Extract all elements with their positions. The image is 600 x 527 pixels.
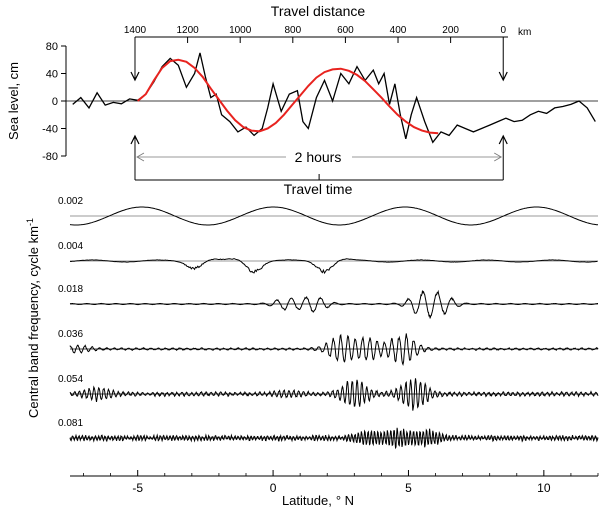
right-up-arrow [498,134,508,145]
y-tick-label: -40 [42,124,58,136]
x-axis-label-text: Latitude, [282,493,332,508]
sea-level-y-label: Sea level, cm [6,62,21,140]
x-tick-label: 5 [405,481,412,495]
duration-arrow-left [136,152,145,162]
band-label: 0.004 [58,241,83,252]
band-y-label-sup: -1 [25,218,35,226]
band-trace-group: 0.054 [58,374,599,411]
travel-time-caption: Travel time [284,181,353,197]
duration-arrow-right [494,152,503,162]
band-label: 0.054 [58,374,83,385]
sea-level-y-axis: 80 40 0 -40 -80 [42,41,67,163]
y-tick-label: -80 [42,151,58,163]
y-tick-label: 0 [52,96,58,108]
top-tick-label: 600 [337,25,354,36]
top-tick-label: 1000 [229,25,252,36]
top-tick-label: 1200 [176,25,199,36]
band-trace [69,289,598,319]
x-tick-label: 0 [270,481,277,495]
x-tick-label: -5 [132,481,143,495]
x-axis-label-unit: ° N [336,493,354,508]
top-tick-label: 800 [284,25,301,36]
top-tick-label: 400 [390,25,407,36]
band-trace-group: 0.002 [58,196,599,226]
left-up-arrow [130,134,140,145]
top-tick-label: 1400 [124,25,147,36]
band-trace [69,333,599,366]
left-down-arrow [130,71,140,82]
bottom-x-ticks: -5 0 5 10 [83,470,599,495]
x-axis-label: Latitude, ° N [282,493,354,508]
top-tick-label: 200 [442,25,459,36]
band-panel: Central band frequency, cycle km-1 0.002… [25,196,599,508]
x-tick-label: 10 [537,481,551,495]
band-y-label: Central band frequency, cycle km-1 [25,218,41,418]
band-trace-group: 0.081 [58,418,599,450]
right-down-arrow [498,71,508,82]
band-label: 0.002 [58,196,83,207]
top-axis-title: Travel distance [271,3,366,19]
y-tick-label: 80 [46,41,58,53]
band-trace-group: 0.018 [58,284,598,319]
band-traces: 0.002 0.004 0.018 0.036 0.054 0.081 [58,196,599,450]
band-label: 0.081 [58,418,83,429]
band-trace-group: 0.004 [58,241,598,275]
top-tick-label: 0 [500,25,506,36]
fitted-series [137,58,439,135]
y-tick-label: 40 [46,69,58,81]
band-y-label-text: Central band frequency, cycle km [26,226,41,418]
band-label: 0.018 [58,284,83,295]
band-trace [69,258,598,275]
travel-brackets [130,43,508,181]
band-trace [69,378,599,411]
band-label: 0.036 [58,329,83,340]
top-axis-unit: km [518,27,531,38]
band-trace-group: 0.036 [58,329,599,366]
band-trace [69,206,599,226]
sea-level-panel: Travel distance 1400 1200 1000 800 600 400 200… [6,3,598,197]
travel-time-label: 2 hours [295,149,342,165]
sea-level-series [72,52,596,144]
band-trace [69,427,599,450]
top-axis-ticks: 1400 1200 1000 800 600 400 200 0 [124,25,506,43]
observed-series [72,52,596,144]
